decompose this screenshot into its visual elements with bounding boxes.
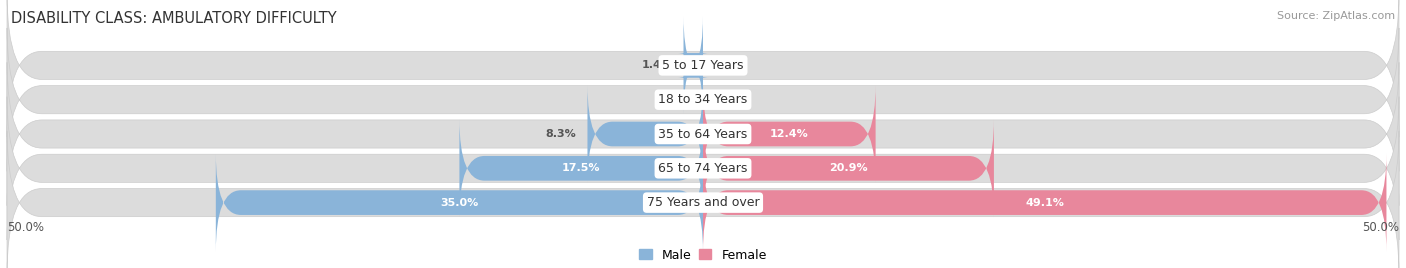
Text: 0.0%: 0.0% xyxy=(714,95,745,105)
Text: 0.0%: 0.0% xyxy=(714,60,745,70)
Text: DISABILITY CLASS: AMBULATORY DIFFICULTY: DISABILITY CLASS: AMBULATORY DIFFICULTY xyxy=(11,11,337,26)
FancyBboxPatch shape xyxy=(7,62,1399,206)
Text: 8.3%: 8.3% xyxy=(546,129,576,139)
Text: 1.4%: 1.4% xyxy=(641,60,672,70)
FancyBboxPatch shape xyxy=(7,0,1399,137)
FancyBboxPatch shape xyxy=(460,119,703,218)
Text: Source: ZipAtlas.com: Source: ZipAtlas.com xyxy=(1277,11,1395,21)
FancyBboxPatch shape xyxy=(678,16,709,115)
FancyBboxPatch shape xyxy=(703,85,876,183)
Text: 5 to 17 Years: 5 to 17 Years xyxy=(662,59,744,72)
Text: 35 to 64 Years: 35 to 64 Years xyxy=(658,128,748,140)
FancyBboxPatch shape xyxy=(7,131,1399,268)
Text: 50.0%: 50.0% xyxy=(1362,221,1399,234)
FancyBboxPatch shape xyxy=(217,153,703,252)
Text: 65 to 74 Years: 65 to 74 Years xyxy=(658,162,748,175)
FancyBboxPatch shape xyxy=(703,153,1386,252)
Text: 35.0%: 35.0% xyxy=(440,198,478,208)
FancyBboxPatch shape xyxy=(703,119,994,218)
FancyBboxPatch shape xyxy=(7,28,1399,172)
Text: 20.9%: 20.9% xyxy=(830,163,868,173)
Text: 18 to 34 Years: 18 to 34 Years xyxy=(658,93,748,106)
Legend: Male, Female: Male, Female xyxy=(640,248,766,262)
Text: 17.5%: 17.5% xyxy=(562,163,600,173)
Text: 75 Years and over: 75 Years and over xyxy=(647,196,759,209)
Text: 12.4%: 12.4% xyxy=(770,129,808,139)
Text: 0.0%: 0.0% xyxy=(661,95,692,105)
Text: 50.0%: 50.0% xyxy=(7,221,44,234)
FancyBboxPatch shape xyxy=(588,85,703,183)
FancyBboxPatch shape xyxy=(7,96,1399,240)
Text: 49.1%: 49.1% xyxy=(1025,198,1064,208)
